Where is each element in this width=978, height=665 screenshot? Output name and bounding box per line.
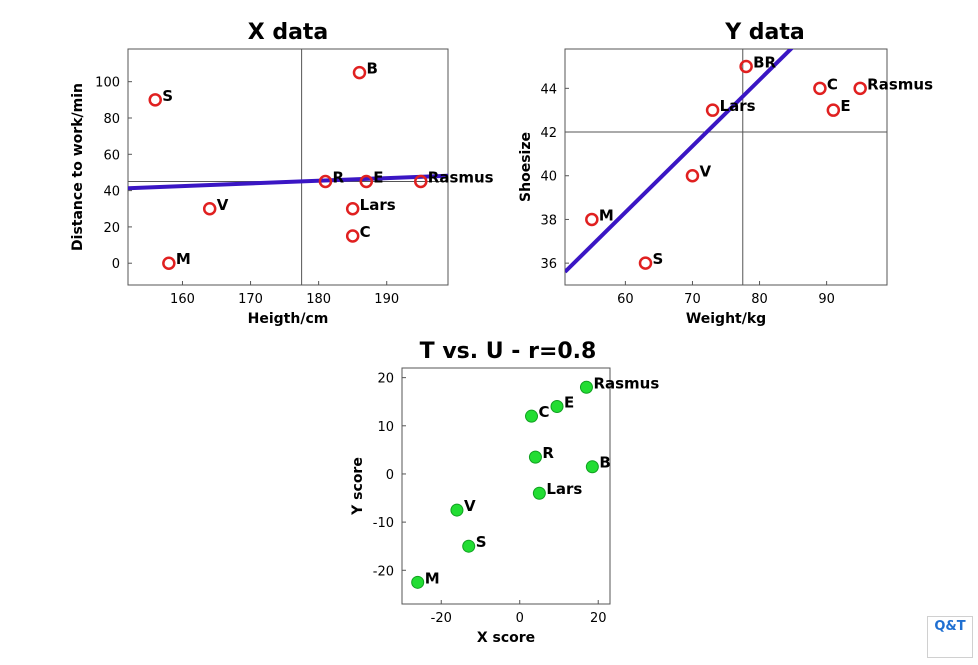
- x-data-fit-line: [128, 173, 448, 191]
- y-data-ylabel: Shoesize: [518, 132, 534, 202]
- y-data-fit-line: [565, 49, 794, 274]
- x-data-point-label-r: R: [332, 169, 344, 187]
- x-data-point-e: [359, 174, 374, 189]
- t-vs-u-point-b: [585, 460, 599, 474]
- x-data-ylabel: Distance to work/min: [70, 83, 86, 251]
- t-vs-u-point-label-b: B: [599, 454, 610, 472]
- qt-logo: Q&T: [927, 616, 973, 658]
- t-vs-u-point-m: [411, 575, 425, 589]
- t-vs-u-point-lars: [532, 486, 546, 500]
- t-vs-u-title: T vs. U - r=0.8: [420, 339, 597, 364]
- x-data-point-b: [352, 65, 367, 80]
- x-data-point-c: [345, 229, 360, 243]
- t-vs-u-point-s: [462, 539, 476, 553]
- t-vs-u-point-label-rasmus: Rasmus: [593, 374, 659, 392]
- t-vs-u-point-v: [450, 503, 464, 517]
- y-data-title: Y data: [724, 20, 805, 45]
- y-data-point-label-m: M: [599, 206, 614, 224]
- t-vs-u-xtick-label: -20: [431, 611, 452, 626]
- y-data-point-label-br: BR: [753, 53, 776, 71]
- y-data-point-label-lars: Lars: [720, 97, 756, 115]
- y-data-point-m: [585, 212, 599, 227]
- x-data-xtick-label: 190: [374, 292, 399, 307]
- t-vs-u-ytick-label: -10: [373, 516, 394, 531]
- x-data-point-s: [148, 93, 162, 107]
- y-data-xtick-label: 60: [617, 292, 634, 307]
- x-data-xtick-label: 180: [306, 292, 331, 307]
- y-data-ytick-label: 42: [540, 126, 557, 141]
- y-data-ytick-label: 38: [540, 213, 557, 228]
- y-data-point-label-c: C: [827, 75, 838, 93]
- t-vs-u-point-label-c: C: [539, 403, 550, 421]
- y-data-xtick-label: 90: [818, 292, 835, 307]
- y-data-point-label-e: E: [840, 97, 850, 115]
- x-data-point-label-b: B: [366, 60, 377, 78]
- t-vs-u-xtick-label: 20: [590, 611, 607, 626]
- x-data-point-label-rasmus: Rasmus: [428, 169, 494, 187]
- y-data-point-c: [813, 81, 827, 96]
- x-data-ytick-label: 100: [95, 76, 120, 91]
- x-data-xtick-label: 160: [170, 292, 195, 307]
- x-data-ytick-label: 0: [112, 257, 120, 272]
- x-data-ytick-label: 40: [103, 185, 120, 200]
- y-data-point-lars: [705, 103, 720, 117]
- t-vs-u-point-e: [550, 400, 564, 414]
- t-vs-u-ytick-label: 0: [386, 468, 394, 483]
- t-vs-u-ytick-label: 20: [377, 372, 394, 387]
- x-data-point-lars: [345, 202, 360, 216]
- t-vs-u-point-label-m: M: [425, 569, 440, 587]
- x-data-point-v: [202, 202, 217, 216]
- x-data-title: X data: [248, 20, 329, 45]
- y-data-point-br: [739, 59, 753, 74]
- x-data-ytick-label: 80: [103, 112, 120, 127]
- t-vs-u-panel: T vs. U - r=0.8 -20 0 20 -20 -10 0 10 20 Rasmus…: [350, 339, 659, 646]
- x-data-point-label-m: M: [176, 250, 191, 268]
- y-data-xtick-label: 70: [684, 292, 701, 307]
- x-data-ytick-label: 20: [103, 221, 120, 236]
- t-vs-u-point-label-e: E: [564, 394, 574, 412]
- x-data-point-label-e: E: [373, 169, 383, 187]
- x-data-panel: X data 160 170 180 190 0 20 40 60 80 100 S B R E Rasm…: [70, 20, 494, 327]
- t-vs-u-ytick-label: -20: [373, 564, 394, 579]
- y-data-ytick-label: 44: [540, 82, 557, 97]
- y-data-point-e: [826, 103, 841, 117]
- y-data-point-s: [638, 256, 653, 270]
- t-vs-u-plot-frame: [401, 367, 611, 605]
- t-vs-u-point-label-s: S: [476, 533, 487, 551]
- t-vs-u-xtick-label: 0: [516, 611, 524, 626]
- y-data-plot-frame: [564, 48, 888, 286]
- x-data-point-label-s: S: [162, 87, 173, 105]
- x-data-xlabel: Heigth/cm: [248, 311, 329, 327]
- x-data-point-label-c: C: [360, 223, 371, 241]
- x-data-point-r: [318, 174, 333, 189]
- y-data-point-label-v: V: [699, 163, 711, 181]
- t-vs-u-point-label-r: R: [542, 444, 554, 462]
- x-data-plot-frame: [127, 48, 449, 286]
- x-data-xtick-label: 170: [238, 292, 263, 307]
- y-data-xlabel: Weight/kg: [686, 311, 766, 327]
- t-vs-u-ylabel: Y score: [350, 457, 366, 516]
- y-data-point-label-s: S: [653, 250, 664, 268]
- x-data-point-rasmus: [414, 174, 428, 189]
- y-data-point-label-rasmus: Rasmus: [867, 75, 933, 93]
- t-vs-u-xlabel: X score: [477, 630, 535, 646]
- x-data-point-m: [162, 256, 176, 270]
- x-data-point-label-lars: Lars: [360, 196, 396, 214]
- y-data-ytick-label: 36: [540, 257, 557, 272]
- t-vs-u-point-label-v: V: [464, 497, 476, 515]
- t-vs-u-point-rasmus: [579, 380, 593, 394]
- y-data-point-v: [685, 168, 700, 183]
- y-data-ytick-label: 40: [540, 170, 557, 185]
- y-data-xtick-label: 80: [751, 292, 768, 307]
- t-vs-u-point-label-lars: Lars: [546, 480, 582, 498]
- qt-logo-text: Q&T: [934, 619, 966, 634]
- y-data-point-rasmus: [853, 81, 867, 96]
- t-vs-u-point-r: [528, 450, 542, 464]
- x-data-ytick-label: 60: [103, 148, 120, 163]
- t-vs-u-point-c: [525, 409, 539, 423]
- x-data-point-label-v: V: [217, 196, 229, 214]
- t-vs-u-ytick-label: 10: [377, 420, 394, 435]
- y-data-panel: Y data 60 70 80 90 36 38 40 42 44 BR C Rasmus Lars E…: [518, 20, 933, 327]
